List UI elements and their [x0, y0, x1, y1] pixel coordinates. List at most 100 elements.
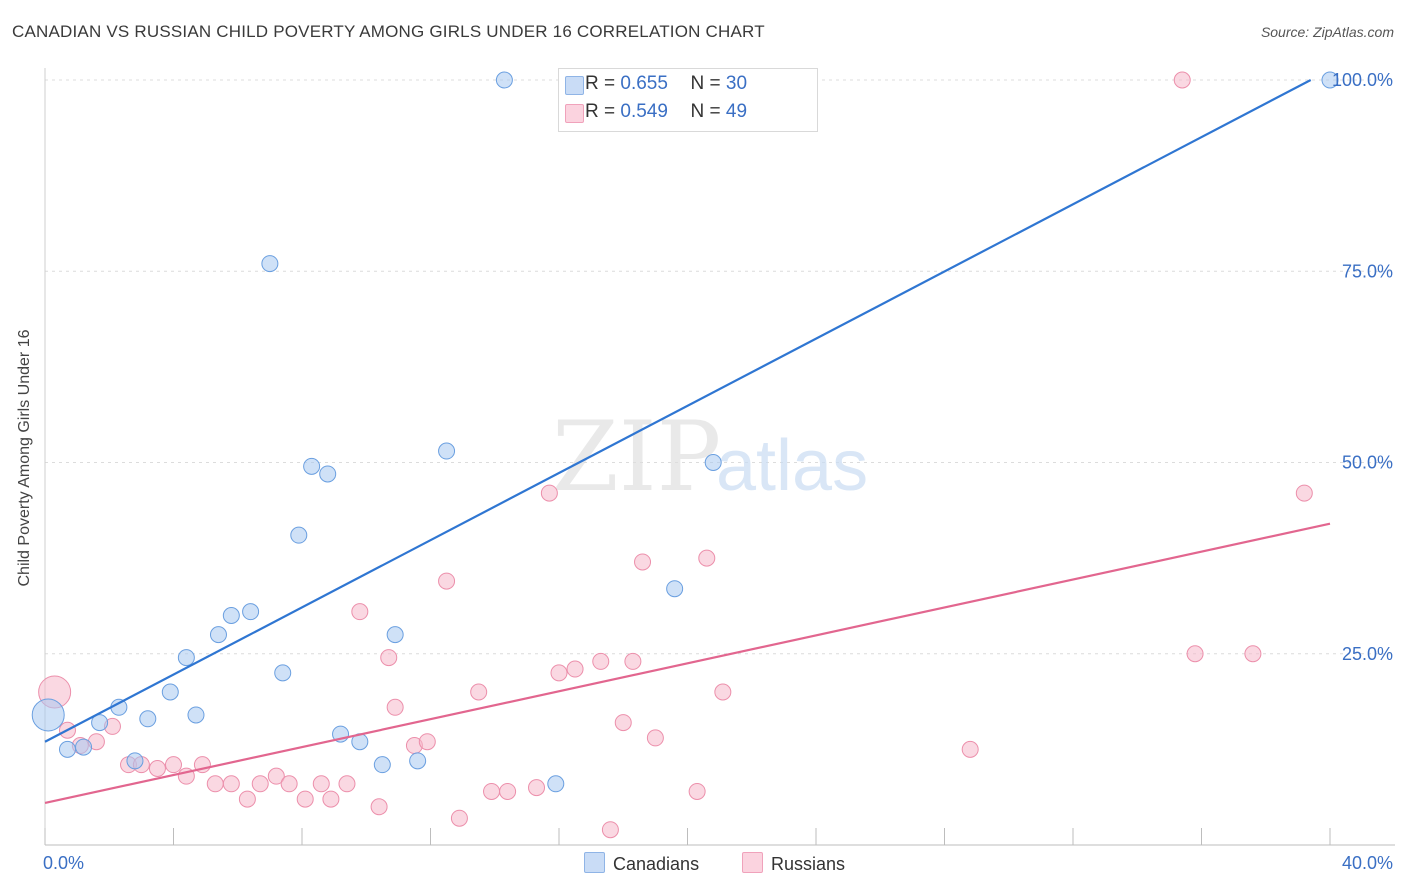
canadian-point — [666, 580, 684, 598]
canadian-point — [177, 649, 195, 667]
canadian-point — [187, 706, 205, 724]
source-label: Source: ZipAtlas.com — [1260, 24, 1394, 40]
russian-point — [1295, 484, 1313, 502]
russian-point — [370, 798, 388, 816]
legend-n-value: 49 — [725, 101, 748, 122]
canadian-point — [139, 710, 157, 728]
russian-point — [1186, 645, 1204, 663]
russian-point — [165, 756, 182, 774]
y-tick-label: 100.0% — [1332, 70, 1393, 90]
canadian-point — [126, 752, 144, 770]
canadians-points — [31, 71, 1339, 793]
russian-point — [528, 779, 546, 797]
legend-item-russians: Russians — [742, 852, 845, 875]
gridlines — [45, 79, 1395, 655]
russian-point — [148, 760, 166, 777]
russian-point — [961, 740, 979, 758]
russian-point — [267, 767, 285, 785]
russians-swatch — [565, 104, 584, 123]
russian-point — [251, 775, 269, 793]
canadian-point — [31, 698, 65, 732]
y-tick-label: 50.0% — [1342, 453, 1393, 473]
trend-lines — [44, 79, 1331, 804]
legend-r-value: 0.655 — [620, 73, 668, 94]
russian-point — [296, 790, 314, 808]
russian-point — [222, 775, 240, 793]
stats-legend: R = 0.655 N = 30 R = 0.549 N = 49 — [558, 68, 818, 132]
canadian-point — [274, 664, 292, 682]
canadian-point — [704, 454, 722, 471]
russian-point — [566, 660, 584, 678]
canadian-point — [303, 457, 321, 475]
legend-row-canadians: R = 0.655 N = 30 — [565, 73, 748, 97]
canadian-point — [547, 775, 565, 793]
russians-trend-line — [44, 522, 1331, 804]
russian-point — [338, 775, 356, 793]
canadians-swatch — [565, 76, 584, 95]
canadian-point — [75, 738, 93, 756]
canadian-point — [319, 465, 337, 483]
canadian-point — [242, 603, 260, 621]
canadian-point — [1321, 71, 1339, 89]
russian-point — [601, 821, 619, 839]
russian-point — [624, 652, 642, 670]
tick-labels: 25.0% 50.0% 75.0% 100.0% 0.0% 40.0% — [43, 70, 1393, 873]
russian-point — [238, 790, 256, 808]
russians-legend-swatch — [742, 852, 763, 873]
canadian-point — [495, 71, 513, 89]
canadian-point — [290, 526, 308, 544]
russian-point — [351, 603, 369, 621]
russian-point — [1244, 645, 1262, 663]
russian-point — [592, 652, 610, 670]
watermark: ZIP atlas — [552, 401, 868, 513]
chart-title: CANADIAN VS RUSSIAN CHILD POVERTY AMONG … — [12, 22, 765, 41]
russian-point — [380, 649, 398, 667]
legend-r-label: R = — [585, 73, 616, 94]
russian-point — [550, 664, 568, 682]
russian-point — [614, 714, 632, 732]
canadians-trend-line — [44, 79, 1312, 743]
russian-point — [470, 683, 488, 701]
russian-point — [646, 729, 664, 747]
russian-point — [386, 698, 404, 716]
canadians-legend-label: Canadians — [613, 854, 700, 874]
legend-r-value: 0.549 — [620, 101, 668, 122]
x-tick-label: 0.0% — [43, 853, 84, 873]
canadian-point — [438, 442, 456, 460]
russian-point — [1173, 71, 1191, 89]
canadian-point — [161, 683, 179, 701]
russian-point — [450, 809, 468, 827]
russian-point — [688, 782, 706, 800]
russian-point — [698, 549, 716, 567]
canadians-legend-swatch — [584, 852, 605, 873]
canadian-point — [58, 740, 76, 758]
canadian-point — [110, 698, 128, 716]
canadian-point — [261, 255, 279, 273]
russian-point — [206, 775, 224, 793]
canadian-point — [409, 752, 427, 770]
russian-point — [483, 782, 501, 800]
legend-n-label: N = — [690, 101, 721, 122]
russians-legend-label: Russians — [771, 854, 846, 874]
canadian-point — [91, 714, 109, 732]
russians-points — [38, 71, 1313, 839]
canadian-point — [386, 626, 404, 644]
russian-point — [499, 782, 517, 800]
watermark-atlas: atlas — [716, 426, 868, 506]
russian-point — [540, 484, 558, 502]
y-tick-label: 75.0% — [1342, 261, 1393, 281]
canadian-point — [373, 756, 391, 774]
legend-n-value: 30 — [725, 73, 748, 94]
russian-point — [322, 790, 340, 808]
russian-point — [438, 572, 456, 590]
legend-r-label: R = — [585, 101, 616, 122]
canadian-point — [222, 607, 240, 624]
russian-point — [418, 733, 436, 751]
legend-item-canadians: Canadians — [584, 852, 699, 875]
legend-row-russians: R = 0.549 N = 49 — [565, 101, 748, 125]
x-tick-label: 40.0% — [1342, 853, 1393, 873]
russian-point — [312, 775, 330, 793]
canadian-point — [209, 626, 227, 644]
legend-n-label: N = — [690, 73, 721, 94]
